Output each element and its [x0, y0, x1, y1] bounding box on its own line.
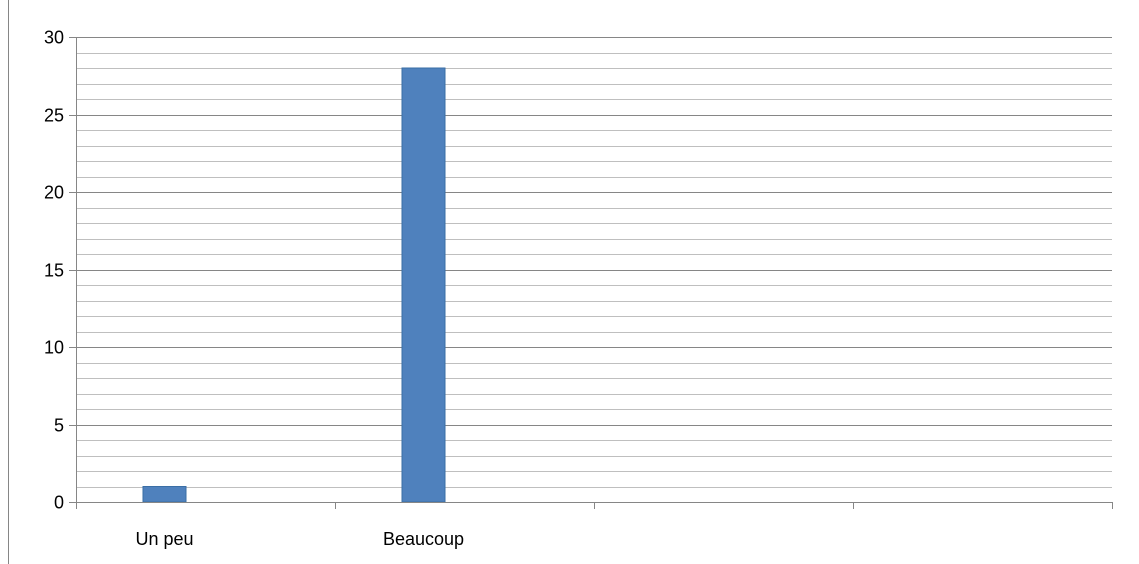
bars: [142, 67, 446, 503]
y-tick-label: 25: [44, 106, 64, 126]
x-category-label: Un peu: [135, 529, 193, 549]
y-tick-label: 20: [44, 183, 64, 203]
bar: [142, 486, 187, 503]
axes: [69, 37, 1113, 509]
y-tick-label: 5: [54, 416, 64, 436]
x-category-label: Beaucoup: [383, 529, 464, 549]
minor-gridlines: [76, 53, 1112, 488]
bar: [401, 67, 446, 503]
y-axis-tick-labels: 0 5 10 15 20 25 30: [44, 28, 64, 513]
major-gridlines: [76, 37, 1112, 503]
y-tick-label: 0: [54, 493, 64, 513]
y-tick-label: 10: [44, 338, 64, 358]
y-tick-label: 15: [44, 261, 64, 281]
y-tick-label: 30: [44, 28, 64, 48]
chart-frame: [8, 0, 9, 564]
x-axis-category-labels: Un peu Beaucoup: [135, 529, 464, 549]
